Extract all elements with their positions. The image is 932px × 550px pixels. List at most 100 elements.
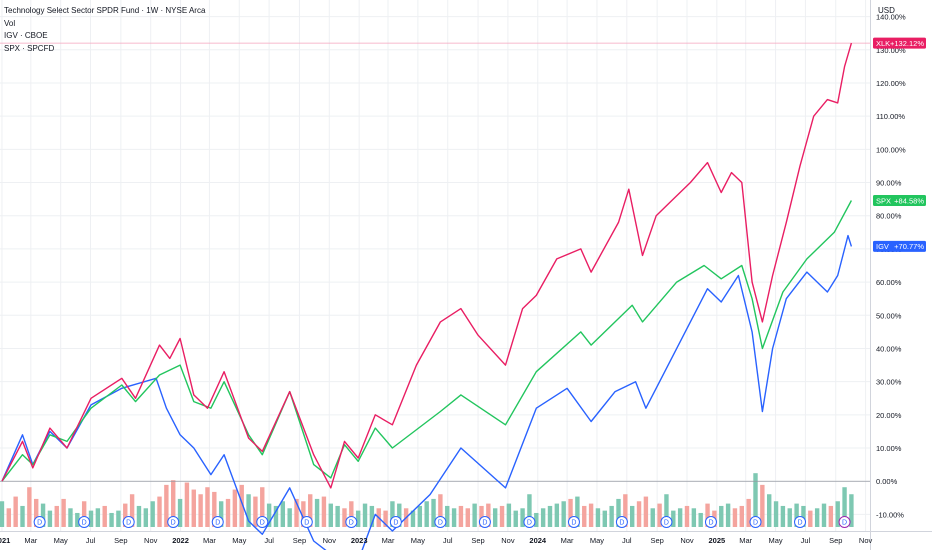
dividend-marker[interactable]: D xyxy=(211,516,224,528)
x-tick-label: 2025 xyxy=(709,536,726,545)
volume-bar xyxy=(40,503,46,527)
y-tick-label: 90.00% xyxy=(876,179,902,188)
volume-bar xyxy=(102,505,107,527)
dividend-letter: D xyxy=(37,520,42,527)
x-tick-label: 2024 xyxy=(529,536,547,545)
y-tick-label: 140.00% xyxy=(876,13,906,22)
series-lines xyxy=(1,42,853,550)
volume-bar xyxy=(725,503,731,527)
dividend-marker[interactable]: D xyxy=(838,516,851,528)
dividend-marker[interactable]: D xyxy=(389,516,402,528)
volume-bar xyxy=(362,503,368,527)
y-tick-label: 10.00% xyxy=(876,444,902,453)
dividend-marker[interactable]: D xyxy=(122,516,135,528)
volume-bar xyxy=(705,503,710,527)
chart-title[interactable]: Technology Select Sector SPDR Fund · 1W … xyxy=(4,6,206,15)
x-tick-label: Jul xyxy=(801,536,811,545)
dividend-circle xyxy=(660,516,673,528)
volume-bar xyxy=(61,498,66,527)
dividend-letter: D xyxy=(393,520,398,527)
volume-bar xyxy=(0,501,5,527)
y-tick-label: 60.00% xyxy=(876,278,902,287)
volume-bar xyxy=(157,496,162,527)
volume-bar xyxy=(438,494,443,527)
volume-bar xyxy=(849,494,854,527)
volume-bar xyxy=(609,505,614,527)
volume-bars xyxy=(0,473,854,527)
volume-bar xyxy=(116,510,121,527)
volume-bar xyxy=(506,503,512,527)
compare-igv-legend[interactable]: IGV · CBOE xyxy=(4,31,48,40)
igv-last-label: IGV +70.77% xyxy=(873,240,926,252)
volume-bar xyxy=(767,494,772,527)
volume-bar xyxy=(431,498,436,527)
volume-bar xyxy=(445,505,450,527)
dividend-marker[interactable]: D xyxy=(78,516,91,528)
volume-bar xyxy=(554,503,560,527)
series-name-label: IGV xyxy=(876,242,889,251)
x-tick-label: Jul xyxy=(264,536,274,545)
last-value-labels: XLK +132.12% SPX +84.58% IGV +70.77% xyxy=(873,37,926,252)
dividend-marker[interactable]: D xyxy=(300,516,313,528)
x-tick-label: Sep xyxy=(650,536,663,545)
xlk-series-line xyxy=(1,42,853,489)
volume-bar xyxy=(520,508,525,527)
volume-bar xyxy=(294,498,299,527)
volume-bar xyxy=(150,501,155,527)
volume-bar xyxy=(287,508,292,527)
volume-bar xyxy=(629,505,635,527)
dividend-marker[interactable]: D xyxy=(704,516,717,528)
volume-bar xyxy=(547,505,553,527)
dividend-marker[interactable]: D xyxy=(167,516,180,528)
y-tick-label: 30.00% xyxy=(876,378,902,387)
volume-bar xyxy=(602,510,607,527)
dividend-marker[interactable]: D xyxy=(33,516,46,528)
volume-bar xyxy=(746,498,751,527)
dividend-marker[interactable]: D xyxy=(794,516,807,528)
dividend-marker[interactable]: D xyxy=(478,516,491,528)
volume-bar xyxy=(314,498,320,527)
volume-bar xyxy=(616,498,621,527)
label-background xyxy=(873,195,926,207)
x-tick-label: May xyxy=(232,536,246,545)
volume-bar xyxy=(328,503,333,527)
volume-bar xyxy=(739,505,744,527)
volume-legend[interactable]: Vol xyxy=(4,18,16,28)
volume-bar xyxy=(671,510,676,527)
dividend-marker[interactable]: D xyxy=(523,516,536,528)
volume-bar xyxy=(540,508,546,527)
volume-bar xyxy=(301,501,306,527)
dividend-marker[interactable]: D xyxy=(660,516,673,528)
dividend-marker[interactable]: D xyxy=(434,516,447,528)
compare-spx-legend[interactable]: SPX · SPCFD xyxy=(4,43,55,53)
volume-bar xyxy=(732,508,738,527)
dividend-circle xyxy=(345,516,358,528)
time-axis: 2021 Mar May Jul Sep Nov 2022 Mar May Jul Sep Nov 20… xyxy=(0,536,873,545)
dividend-circle xyxy=(794,516,807,528)
volume-bar xyxy=(472,503,477,527)
volume-bar xyxy=(397,503,402,527)
volume-bar xyxy=(527,494,532,527)
dividend-marker[interactable]: D xyxy=(615,516,628,528)
x-tick-label: Mar xyxy=(382,536,395,545)
dividend-letter: D xyxy=(842,520,847,527)
volume-bar xyxy=(47,510,53,527)
dividend-marker[interactable]: D xyxy=(567,516,580,528)
dividend-circle xyxy=(211,516,224,528)
x-tick-label: Sep xyxy=(293,536,306,545)
series-name-label: XLK xyxy=(876,39,890,48)
dividend-letter: D xyxy=(438,520,443,527)
dividend-circle xyxy=(478,516,491,528)
dividend-marker[interactable]: D xyxy=(749,516,762,528)
dividend-marker[interactable]: D xyxy=(345,516,358,528)
y-tick-label: 120.00% xyxy=(876,79,906,88)
volume-bar xyxy=(410,510,416,527)
x-tick-label: Nov xyxy=(144,536,158,545)
y-tick-label: 40.00% xyxy=(876,344,902,353)
dividend-circle xyxy=(300,516,313,528)
volume-bar xyxy=(835,501,840,527)
dividend-marker[interactable]: D xyxy=(256,516,269,528)
volume-bar xyxy=(492,508,498,527)
